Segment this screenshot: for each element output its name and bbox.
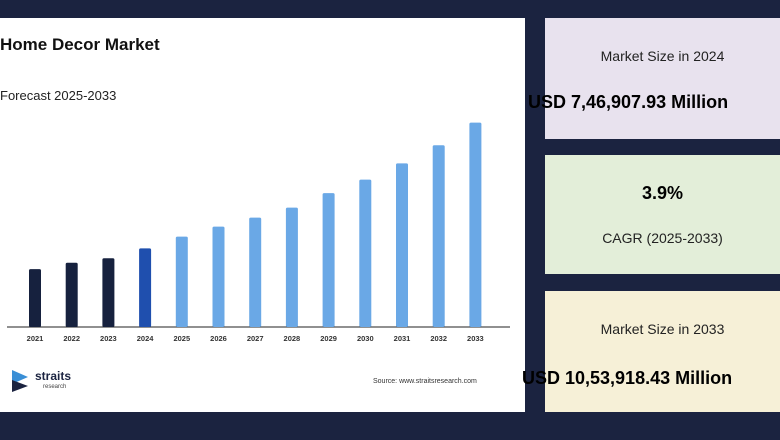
source-note: Source: www.straitsresearch.com: [373, 378, 477, 385]
bar-2026: [212, 226, 225, 327]
cagr-card: 3.9% CAGR (2025-2033): [545, 155, 780, 274]
x-tick-label-2024: 2024: [137, 334, 155, 343]
logo-name: straits: [35, 369, 72, 383]
x-tick-label-2031: 2031: [394, 334, 411, 343]
logo-sub: research: [43, 384, 67, 390]
x-tick-label-2023: 2023: [100, 334, 117, 343]
market-size-2024-card: Market Size in 2024 USD 7,46,907.93 Mill…: [528, 18, 780, 139]
straits-logo-icon: [12, 370, 28, 392]
cagr-value: 3.9%: [641, 183, 684, 203]
x-tick-label-2029: 2029: [320, 334, 337, 343]
market-size-2033-card: Market Size in 2033 USD 10,53,918.43 Mil…: [522, 291, 780, 412]
x-tick-label-2021: 2021: [27, 334, 44, 343]
bar-2023: [102, 258, 115, 327]
bar-chart: 2021 2022 2023 2024 2025 2026 2027 2028 2029 2030…: [7, 122, 510, 343]
straits-logo: straits research: [10, 368, 90, 396]
x-tick-label-2032: 2032: [430, 334, 447, 343]
x-tick-label-2030: 2030: [357, 334, 374, 343]
x-tick-label-2022: 2022: [63, 334, 80, 343]
x-tick-label-2028: 2028: [284, 334, 301, 343]
bar-2032: [432, 145, 445, 327]
bar-2025: [175, 236, 188, 327]
market-size-2024-value: USD 7,46,907.93 Million: [528, 92, 729, 112]
x-tick-label-2026: 2026: [210, 334, 227, 343]
chart-title: Home Decor Market: [0, 35, 160, 54]
chart-subtitle: Forecast 2025-2033: [0, 88, 117, 103]
x-tick-label-2033: 2033: [467, 334, 484, 343]
bar-2031: [396, 163, 408, 327]
market-size-2033-value: USD 10,53,918.43 Million: [522, 368, 733, 388]
bar-2028: [285, 207, 298, 327]
bar-2021: [29, 269, 41, 327]
bar-2033: [469, 122, 482, 328]
bar-2029: [322, 193, 335, 327]
bar-2022: [65, 262, 78, 327]
cagr-label: CAGR (2025-2033): [602, 230, 723, 246]
chart-card: Home Decor Market Forecast 2025-2033 202…: [0, 18, 525, 412]
bar-2027: [249, 217, 262, 327]
market-size-2024-label: Market Size in 2024: [600, 48, 725, 64]
x-tick-label-2027: 2027: [247, 334, 264, 343]
bar-2024: [139, 248, 152, 327]
bar-2030: [359, 179, 372, 327]
x-tick-label-2025: 2025: [173, 334, 190, 343]
market-size-2033-label: Market Size in 2033: [600, 321, 725, 337]
